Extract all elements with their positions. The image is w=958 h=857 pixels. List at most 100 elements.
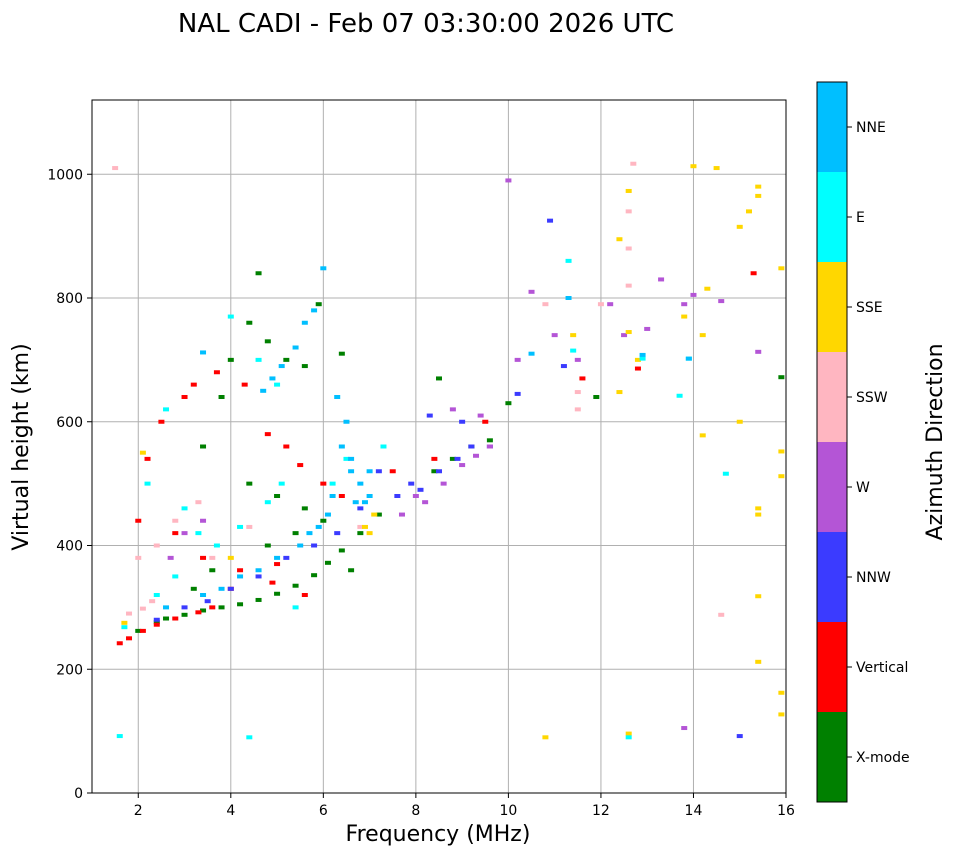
data-point bbox=[246, 524, 253, 529]
data-point bbox=[237, 568, 244, 573]
data-point bbox=[200, 555, 207, 560]
data-point bbox=[255, 271, 262, 276]
data-point bbox=[431, 456, 438, 461]
data-point bbox=[625, 209, 632, 214]
data-point bbox=[153, 593, 160, 597]
colorbar-segment bbox=[817, 532, 847, 622]
data-point bbox=[324, 560, 331, 565]
x-tick-label: 16 bbox=[777, 803, 795, 819]
data-point bbox=[681, 314, 688, 319]
data-point bbox=[121, 620, 128, 625]
data-point bbox=[352, 500, 359, 505]
data-point bbox=[139, 606, 146, 611]
data-point bbox=[528, 351, 535, 356]
data-point bbox=[135, 518, 142, 523]
data-point bbox=[366, 531, 373, 536]
data-point bbox=[153, 617, 160, 622]
data-point bbox=[690, 292, 697, 297]
data-point bbox=[547, 218, 554, 223]
x-tick-label: 12 bbox=[592, 803, 610, 819]
data-point bbox=[417, 487, 424, 492]
data-point bbox=[213, 543, 220, 548]
data-point bbox=[621, 333, 628, 338]
data-point bbox=[357, 481, 364, 486]
data-point bbox=[625, 735, 632, 740]
data-point bbox=[181, 612, 188, 617]
data-point bbox=[116, 641, 123, 646]
data-point bbox=[593, 395, 600, 399]
data-point bbox=[338, 494, 345, 498]
data-point bbox=[570, 333, 577, 338]
plot-frame bbox=[91, 99, 787, 794]
y-axis-ticks: 0 200 400 600 800 1000 bbox=[47, 167, 92, 802]
data-point bbox=[338, 444, 345, 449]
data-point bbox=[357, 524, 364, 529]
data-point bbox=[454, 456, 461, 461]
data-point bbox=[625, 283, 632, 288]
data-point bbox=[218, 395, 225, 399]
colorbar-segment bbox=[817, 262, 847, 352]
data-point bbox=[255, 568, 262, 573]
series-vertical bbox=[116, 271, 757, 646]
data-point bbox=[190, 586, 197, 591]
data-point bbox=[639, 356, 646, 361]
data-point bbox=[274, 555, 281, 560]
data-point bbox=[699, 333, 706, 338]
series-w bbox=[167, 178, 762, 731]
data-point bbox=[366, 494, 373, 498]
data-point bbox=[172, 574, 179, 579]
data-point bbox=[473, 453, 480, 458]
data-point bbox=[736, 734, 743, 739]
data-point bbox=[389, 469, 396, 474]
colorbar-label: W bbox=[856, 480, 870, 496]
data-point bbox=[755, 512, 762, 517]
x-tick-label: 2 bbox=[134, 803, 143, 819]
data-point bbox=[343, 456, 350, 461]
data-point bbox=[778, 474, 785, 479]
series-e bbox=[116, 258, 729, 740]
data-point bbox=[237, 602, 244, 607]
data-point bbox=[181, 531, 188, 536]
data-point bbox=[459, 463, 466, 468]
data-point bbox=[264, 500, 271, 505]
data-point bbox=[348, 456, 355, 461]
data-point bbox=[200, 593, 207, 597]
data-point bbox=[116, 734, 123, 739]
x-tick-label: 10 bbox=[499, 803, 517, 819]
chart-title: NAL CADI - Feb 07 03:30:00 2026 UTC bbox=[178, 9, 674, 39]
data-point bbox=[681, 302, 688, 307]
data-point bbox=[311, 308, 318, 313]
data-point bbox=[408, 481, 415, 486]
data-point bbox=[639, 352, 646, 357]
data-point bbox=[514, 357, 521, 362]
x-axis-ticks: 2 4 6 8 10 12 14 16 bbox=[134, 793, 795, 819]
x-tick-label: 8 bbox=[411, 803, 420, 819]
data-point bbox=[227, 586, 234, 591]
data-point bbox=[449, 456, 456, 461]
data-point bbox=[260, 388, 267, 393]
data-point bbox=[436, 469, 442, 474]
data-point bbox=[361, 524, 368, 529]
data-point bbox=[297, 463, 304, 468]
data-point bbox=[431, 469, 438, 474]
colorbar-label: SSW bbox=[856, 390, 888, 406]
data-point bbox=[398, 512, 405, 517]
data-point bbox=[227, 555, 234, 560]
colorbar-label: X-mode bbox=[856, 750, 910, 766]
data-point bbox=[699, 433, 706, 438]
data-point bbox=[334, 531, 341, 536]
data-point bbox=[200, 350, 207, 355]
data-point bbox=[158, 419, 165, 424]
data-point bbox=[209, 568, 216, 573]
data-point bbox=[301, 506, 308, 511]
data-point bbox=[274, 494, 281, 498]
data-point bbox=[195, 610, 202, 615]
data-point bbox=[505, 401, 512, 406]
series-nnw bbox=[153, 218, 743, 739]
data-point bbox=[283, 555, 290, 560]
data-point bbox=[163, 605, 170, 610]
y-axis-label: Virtual height (km) bbox=[9, 343, 34, 550]
data-point bbox=[181, 506, 188, 511]
data-point bbox=[755, 659, 762, 664]
